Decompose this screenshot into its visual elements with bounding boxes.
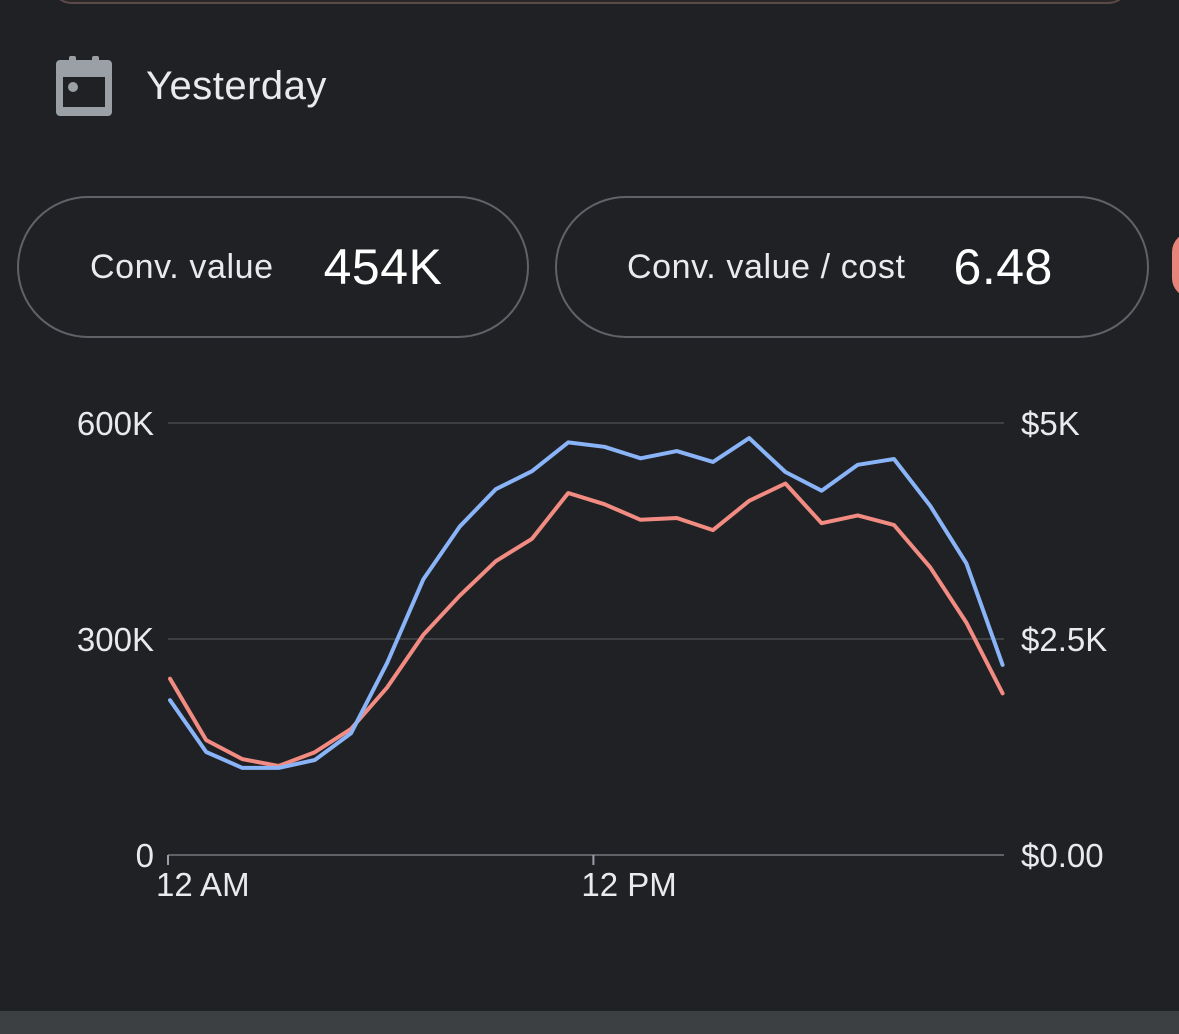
- metric-chip-conv-value[interactable]: Conv. value 454K: [17, 196, 529, 338]
- date-range-label: Yesterday: [146, 63, 327, 108]
- top-sheet-edge: [50, 0, 1130, 4]
- metric-value: 454K: [323, 239, 443, 295]
- metric-chip-partial[interactable]: [1172, 232, 1179, 298]
- bottom-bar: [0, 1011, 1179, 1034]
- x-axis-tick-label: 12 PM: [581, 866, 676, 903]
- conv-value-series-line: [168, 436, 1005, 770]
- metric-value: 6.48: [953, 239, 1053, 295]
- left-axis-tick-label: 300K: [77, 621, 154, 658]
- left-axis-tick-label: 600K: [77, 405, 154, 442]
- x-axis-tick-label: 12 AM: [156, 866, 250, 903]
- performance-chart: 0 $0.00 300K $2.5K 600K $5K 12 AM 12 PM: [77, 405, 1107, 903]
- right-axis-tick-label: $5K: [1021, 405, 1080, 442]
- left-axis-tick-label: 0: [136, 837, 154, 874]
- metric-chip-conv-value-per-cost[interactable]: Conv. value / cost 6.48: [555, 196, 1149, 338]
- calendar-icon: [56, 56, 112, 116]
- metric-label: Conv. value / cost: [627, 247, 906, 286]
- date-range-selector[interactable]: Yesterday: [56, 56, 327, 116]
- cost-series-line: [168, 481, 1005, 768]
- right-axis-tick-label: $0.00: [1021, 837, 1104, 874]
- metric-label: Conv. value: [90, 247, 274, 286]
- right-axis-tick-label: $2.5K: [1021, 621, 1107, 658]
